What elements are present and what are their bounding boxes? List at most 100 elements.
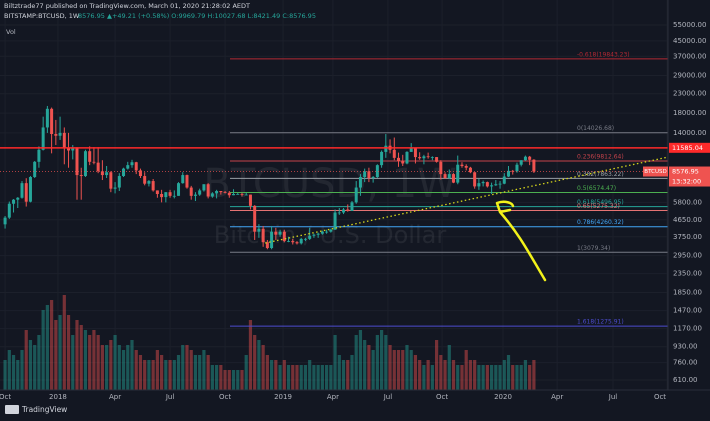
volume-bar xyxy=(498,365,502,390)
candle-body xyxy=(172,195,176,197)
volume-bar xyxy=(113,335,117,390)
volume-bar xyxy=(126,345,130,390)
volume-bar xyxy=(37,335,41,390)
volume-bar xyxy=(519,365,523,390)
candle-body xyxy=(223,192,227,193)
candle-body xyxy=(88,151,92,162)
volume-bar xyxy=(528,365,532,390)
candle-body xyxy=(485,182,489,187)
volume-bar xyxy=(253,335,257,390)
candle-body xyxy=(295,242,299,244)
volume-bar xyxy=(274,360,278,390)
x-tick-label: Jul xyxy=(165,393,175,401)
candle-body xyxy=(227,192,231,196)
y-tick-label: 3750.00 xyxy=(673,233,702,241)
symbol-tag-label: BTCUSD xyxy=(644,169,666,175)
volume-bar xyxy=(269,360,274,390)
candle-body xyxy=(138,170,142,177)
volume-bar xyxy=(489,365,494,390)
volume-bar xyxy=(418,360,422,390)
candle-body xyxy=(494,184,498,186)
y-tick-label: 18000.00 xyxy=(673,109,706,117)
volume-bar xyxy=(401,350,405,390)
candle-body xyxy=(177,183,181,196)
volume-bar xyxy=(143,360,147,390)
candle-body xyxy=(342,209,346,213)
volume-bar xyxy=(324,365,329,390)
candle-body xyxy=(346,209,350,211)
volume-bar xyxy=(439,355,443,390)
candle-body xyxy=(62,132,66,149)
volume-label: Vol xyxy=(6,28,16,36)
last-price-tag xyxy=(669,166,710,187)
candle-body xyxy=(477,183,481,187)
candle-body xyxy=(358,177,362,188)
volume-bar xyxy=(434,340,439,390)
x-tick-label: 2019 xyxy=(274,393,292,401)
volume-bar xyxy=(405,345,409,390)
candle-body xyxy=(16,197,20,200)
candle-body xyxy=(511,170,515,172)
candle-body xyxy=(401,161,405,164)
candle-body xyxy=(287,241,291,242)
volume-bar xyxy=(278,365,282,390)
candle-body xyxy=(7,203,11,218)
volume-bar xyxy=(384,335,388,390)
candle-body xyxy=(96,162,100,172)
candle-body xyxy=(363,171,367,178)
brand: TradingView xyxy=(21,405,67,414)
candle-body xyxy=(67,148,71,151)
candle-body xyxy=(265,242,269,249)
volume-bar xyxy=(117,345,121,390)
volume-bar xyxy=(147,360,151,390)
y-tick-label: 2350.00 xyxy=(673,270,702,278)
volume-bar xyxy=(240,370,244,390)
candle-body xyxy=(58,132,62,136)
candle-body xyxy=(392,149,396,158)
volume-bar xyxy=(223,370,227,390)
volume-bar xyxy=(134,350,138,390)
candle-body xyxy=(430,157,434,158)
volume-bar xyxy=(41,310,45,390)
y-tick-label: 760.00 xyxy=(673,359,698,367)
candle-body xyxy=(337,212,341,214)
volume-bar xyxy=(138,355,143,390)
volume-bar xyxy=(66,315,71,390)
candle-body xyxy=(443,174,447,179)
volume-bar xyxy=(62,295,66,390)
volume-bar xyxy=(105,345,109,390)
candle-body xyxy=(12,199,16,204)
watermark: Bitcoin / U.S. Dollar xyxy=(214,221,447,249)
candle-body xyxy=(452,174,456,183)
volume-bar xyxy=(92,330,96,390)
y-tick-label: 55000.00 xyxy=(673,21,706,29)
volume-bar xyxy=(456,365,460,390)
fib-label: 0.786(4260.32) xyxy=(577,219,624,226)
candle-body xyxy=(189,187,193,196)
volume-bar xyxy=(346,360,350,390)
candle-body xyxy=(456,164,460,183)
x-tick-label: 2020 xyxy=(494,393,512,401)
candle-body xyxy=(28,177,32,202)
candle-body xyxy=(160,193,164,198)
y-tick-label: 37000.00 xyxy=(673,52,706,60)
y-tick-label: 14000.00 xyxy=(673,129,706,137)
candle-body xyxy=(50,108,54,135)
candle-body xyxy=(325,231,329,233)
volume-bar xyxy=(227,370,231,390)
volume-bar xyxy=(164,360,168,390)
volume-bar xyxy=(3,360,7,390)
candle-body xyxy=(164,192,168,198)
candle-body xyxy=(282,231,286,242)
y-tick-label: 610.00 xyxy=(673,376,698,384)
candle-body xyxy=(248,194,252,206)
volume-bar xyxy=(333,335,337,390)
candle-body xyxy=(426,156,430,158)
volume-bar xyxy=(515,365,519,390)
candle-body xyxy=(143,176,147,184)
volume-bar xyxy=(477,365,481,390)
candle-body xyxy=(320,231,324,234)
candle-body xyxy=(532,159,536,172)
volume-bar xyxy=(28,340,33,390)
arrow-annotation xyxy=(495,200,547,282)
